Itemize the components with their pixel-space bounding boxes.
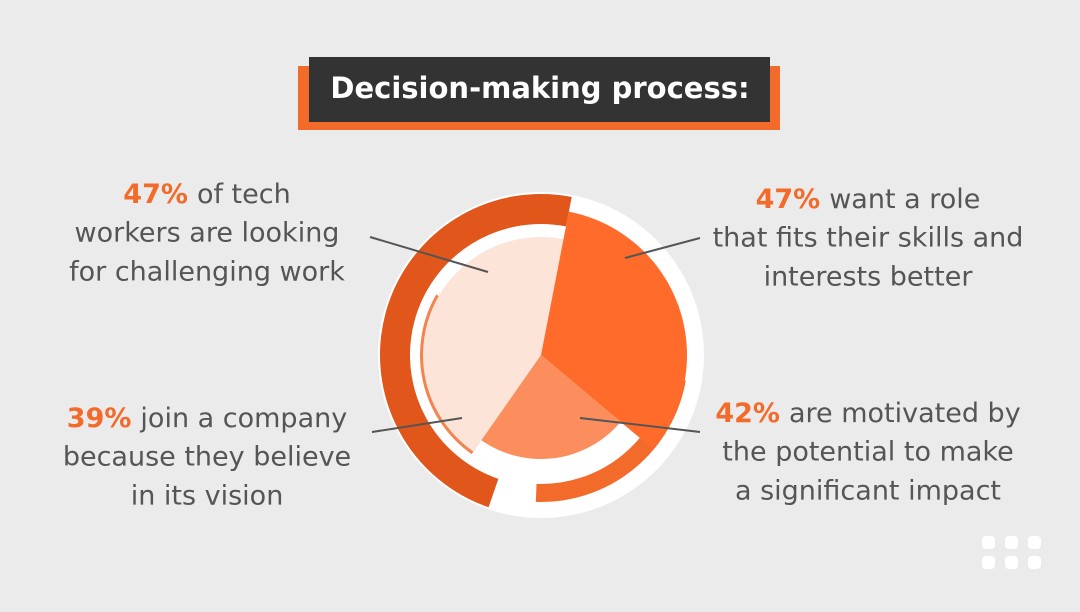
logo (982, 536, 1041, 569)
callout-line: in its vision (131, 481, 284, 512)
leader-line (579, 417, 701, 433)
title: Decision-making process: (330, 71, 749, 105)
callout-line: 42% are motivated by (715, 398, 1020, 429)
callout-percent: 47% (756, 184, 821, 215)
title-box (309, 57, 770, 122)
callout-percent: 39% (67, 403, 132, 434)
leader-line (624, 237, 701, 259)
pie-slice (423, 237, 564, 452)
callout-line: a significant impact (735, 476, 1001, 507)
callout-line: 39% join a company (67, 403, 347, 434)
callout-line: the potential to make (722, 437, 1013, 468)
pie-ring (380, 194, 572, 508)
callout-text: want a role (829, 184, 980, 215)
callout-line: that fits their skills and (713, 223, 1024, 254)
callout-percent: 47% (123, 179, 188, 210)
callout-percent: 42% (715, 398, 780, 429)
callout-line: workers are looking (75, 218, 340, 249)
leader-line (369, 236, 489, 273)
callout-line: 47% want a role (756, 184, 981, 215)
callout-text: are motivated by (789, 398, 1021, 429)
pie (380, 194, 687, 508)
callout-line: 47% of tech (123, 179, 290, 210)
callout-text: join a company (139, 403, 347, 434)
leader-line (371, 417, 463, 433)
callout-line: because they believe (63, 442, 351, 473)
pie-slice (541, 211, 687, 449)
pie-slice (481, 355, 621, 460)
callouts: 47% of tech workers are looking for challen… (63, 179, 1024, 512)
callout-text: of tech (197, 179, 291, 210)
callout-line: for challenging work (69, 257, 345, 288)
callout-line: interests better (764, 262, 974, 293)
